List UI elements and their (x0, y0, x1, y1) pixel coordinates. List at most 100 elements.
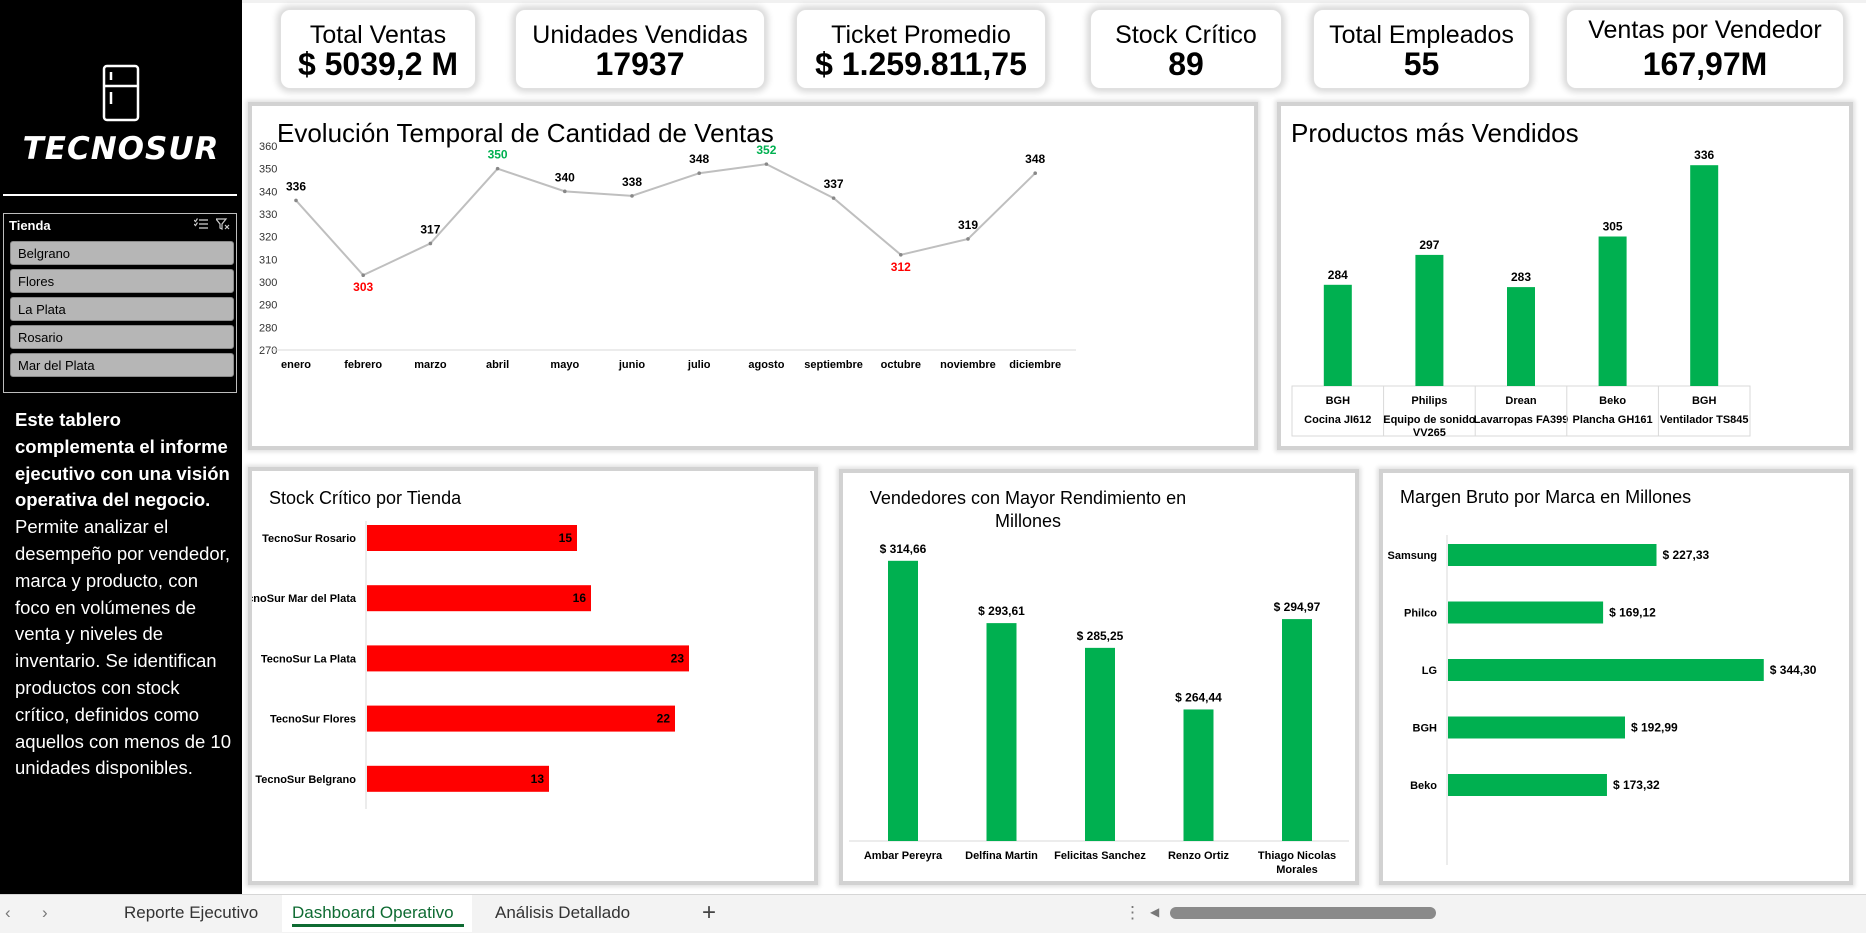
product-bar (1323, 284, 1352, 386)
data-point (563, 189, 567, 194)
slicer-item-la-plata[interactable]: La Plata (10, 297, 234, 321)
y-tick-label: 280 (259, 322, 277, 334)
description-text: Permite analizar el desempeño por vended… (15, 516, 231, 779)
panel-title-line1: Vendedores con Mayor Rendimiento en (869, 488, 1187, 508)
data-point (495, 166, 500, 171)
critical-stock-chart: 15 TecnoSur Rosario 16 TecnoSur Mar del Pla… (252, 521, 689, 809)
scroll-left-icon[interactable]: ◀ (1150, 905, 1160, 919)
prev-sheet-icon[interactable]: ‹ (5, 903, 11, 922)
tab-dashboard-operativo[interactable]: Dashboard Operativo (292, 903, 454, 922)
clear-filter-icon[interactable] (216, 218, 230, 230)
description-bold: Este tablero complementa el informe ejec… (15, 409, 230, 511)
x-tick-label: octubre (881, 359, 921, 371)
x-tick-label: febrero (344, 359, 382, 371)
tab-analisis-detallado[interactable]: Análisis Detallado (495, 903, 631, 922)
margin-bar (1448, 659, 1764, 681)
seller-label: Morales (1276, 864, 1318, 876)
seller-label: Renzo Ortiz (1168, 850, 1230, 862)
kpi-title: Stock Crítico (1115, 21, 1257, 49)
y-tick-label: 270 (259, 345, 277, 357)
active-tab-underline (292, 924, 464, 927)
seller-label: Ambar Pereyra (864, 850, 943, 862)
horizontal-scrollbar-thumb[interactable] (1170, 907, 1436, 919)
y-tick-label: 350 (259, 164, 277, 176)
tab-reporte-ejecutivo[interactable]: Reporte Ejecutivo (124, 903, 259, 922)
slicer-item-belgrano[interactable]: Belgrano (10, 241, 234, 265)
kpi-value: 167,97M (1642, 46, 1768, 82)
brand-label: LG (1422, 665, 1437, 677)
data-label: $ 293,61 (978, 604, 1025, 618)
y-tick-label: 330 (259, 209, 277, 221)
data-label: 16 (573, 591, 587, 605)
data-label: 352 (756, 143, 776, 157)
add-sheet-button[interactable]: + (702, 899, 717, 926)
data-label: 348 (689, 152, 709, 166)
brand-label: BGH (1413, 723, 1438, 735)
store-label: TecnoSur Flores (270, 714, 356, 726)
kpi-value: 89 (1168, 46, 1204, 82)
product-bar (1690, 165, 1719, 386)
kpi-card-ticket-promedio: Ticket Promedio $ 1.259.811,75 (796, 9, 1046, 89)
margin-bar (1448, 774, 1607, 796)
brand-label: Samsung (1387, 550, 1437, 562)
multi-select-icon[interactable] (194, 218, 208, 230)
stock-bar (367, 585, 591, 612)
x-tick-label: julio (687, 359, 711, 371)
refrigerator-icon (102, 64, 140, 122)
x-tick-label: marzo (414, 359, 447, 371)
y-tick-label: 340 (259, 186, 277, 198)
y-tick-label: 310 (259, 254, 277, 266)
kpi-card-stock-critico: Stock Crítico 89 (1090, 9, 1282, 89)
data-label: 22 (657, 712, 671, 726)
dashboard-description: Este tablero complementa el informe ejec… (15, 407, 237, 782)
product-label: Lavarropas FA399 (1474, 414, 1569, 426)
store-label: TecnoSur Mar del Plata (252, 593, 357, 605)
x-tick-label: abril (486, 359, 509, 371)
panel-title: Stock Crítico por Tienda (269, 488, 462, 508)
slicer-item-mar-del-plata[interactable]: Mar del Plata (10, 353, 234, 377)
data-label: 348 (1025, 152, 1045, 166)
data-label: 284 (1328, 268, 1348, 282)
next-sheet-icon[interactable]: › (42, 903, 48, 922)
product-label: Cocina JI612 (1304, 414, 1371, 426)
slicer-item-flores[interactable]: Flores (10, 269, 234, 293)
kpi-title: Total Ventas (309, 21, 447, 49)
seller-bar (986, 623, 1017, 841)
data-label: 312 (891, 260, 911, 274)
data-label: $ 227,33 (1662, 548, 1709, 562)
data-label: 13 (531, 772, 545, 786)
brand-logo-text: TECNOSUR (22, 131, 220, 167)
panel-title: Vendedores con Mayor Rendimiento en Mill… (843, 487, 1213, 533)
column-header-strip (242, 0, 1866, 3)
x-tick-label: septiembre (804, 359, 863, 371)
brand-label: Beko (1410, 780, 1437, 792)
kpi-title: Total Empleados (1329, 21, 1514, 49)
margin-bar (1448, 601, 1604, 624)
kpi-card-total-ventas: Total Ventas $ 5039,2 M (280, 9, 476, 89)
data-label: $ 285,25 (1077, 629, 1124, 643)
stock-bar (367, 765, 549, 792)
data-point (831, 196, 836, 200)
data-label: $ 169,12 (1609, 606, 1656, 620)
data-label: 15 (559, 531, 573, 545)
data-point (630, 194, 634, 198)
brand-label: Philco (1404, 608, 1437, 620)
y-tick-label: 320 (259, 232, 277, 244)
category-table-border (1291, 385, 1751, 437)
logo-divider (3, 194, 237, 196)
y-tick-label: 360 (259, 141, 277, 153)
kpi-title: Ticket Promedio (831, 21, 1011, 49)
slicer-item-rosario[interactable]: Rosario (10, 325, 234, 349)
store-slicer: Tienda Belgrano Flores La Plata Rosari (3, 213, 237, 393)
data-point (966, 237, 970, 241)
brand-label: BGH (1692, 395, 1717, 407)
data-point (899, 253, 903, 257)
product-bar (1507, 287, 1535, 386)
data-label: 283 (1511, 270, 1531, 284)
more-options-icon[interactable]: ⋮ (1124, 903, 1141, 922)
sales-evolution-chart: 270 280 290 300 310 320 330 340 350 360 336 enero 30… (259, 141, 1076, 371)
critical-stock-panel: Stock Crítico por Tienda 15 TecnoSur Rosa… (248, 467, 818, 885)
kpi-card-total-empleados: Total Empleados 55 (1313, 9, 1530, 89)
slicer-toolbar (194, 218, 230, 230)
kpi-value: 55 (1403, 46, 1440, 82)
